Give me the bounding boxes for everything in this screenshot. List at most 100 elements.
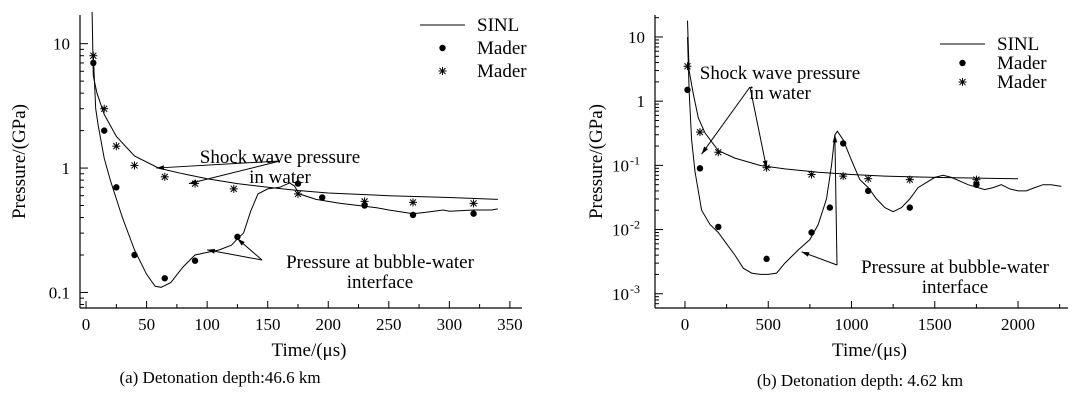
arrow-head	[762, 160, 768, 169]
data-point-star	[864, 174, 873, 183]
star-stroke	[684, 62, 691, 70]
star-stroke	[470, 200, 477, 207]
star-stroke	[112, 142, 120, 150]
data-point-dot	[715, 223, 722, 231]
series-line-2	[687, 36, 1062, 275]
y-tick-label: 10	[612, 221, 629, 240]
annotation-text: Shock wave pressure	[700, 63, 860, 84]
data-point-star	[469, 199, 478, 208]
data-point-star	[839, 172, 848, 181]
star-stroke	[864, 175, 872, 183]
y-tick-label: 10	[612, 285, 629, 304]
annotation-text: interface	[347, 272, 413, 293]
data-point-dot	[696, 165, 704, 172]
star-stroke	[230, 185, 238, 193]
x-tick-label: 100	[194, 315, 220, 334]
data-point-dot	[294, 180, 302, 187]
data-point-dot	[113, 184, 120, 191]
data-point-dot	[318, 194, 326, 201]
annotation-text: Pressure at bubble-water	[861, 257, 1049, 278]
star-stroke	[839, 172, 847, 180]
x-tick-label: 250	[376, 315, 402, 334]
data-point-star	[714, 148, 723, 157]
annotation-arrow	[701, 86, 751, 155]
data-point-dot	[191, 257, 199, 264]
data-point-star	[89, 51, 98, 60]
star-stroke	[131, 162, 138, 169]
legend-star-marker	[958, 78, 967, 86]
star-stroke	[714, 148, 722, 156]
star-stroke	[294, 190, 302, 198]
legend-dot-marker	[959, 59, 966, 67]
star-stroke	[973, 176, 980, 183]
y-tick-label: 10	[628, 28, 645, 47]
data-point-dot	[234, 233, 241, 241]
chart-panel-1: 0 50 100 150 200 250 300 350 0.1 1 10 Time/(μs) Pres…	[9, 11, 527, 387]
data-point-star	[229, 184, 238, 193]
annotation-arrow	[156, 160, 281, 169]
data-point-star	[807, 170, 816, 179]
data-point-star	[112, 142, 121, 151]
series-line-1	[91, 11, 498, 200]
data-point-dot	[973, 181, 980, 188]
star-stroke	[808, 171, 815, 178]
data-point-star	[100, 104, 109, 113]
star-stroke	[161, 173, 169, 181]
x-tick-label: 50	[138, 315, 155, 334]
legend-label: SINL	[477, 15, 519, 36]
data-point-dot	[470, 210, 477, 217]
arrow-head	[701, 146, 709, 155]
x-tick-label: 0	[82, 315, 91, 334]
data-point-dot	[906, 204, 913, 211]
star-stroke	[89, 52, 97, 60]
data-point-dot	[90, 59, 97, 67]
legend-star-marker	[438, 67, 447, 75]
annotation-text: in water	[249, 167, 311, 188]
annotation-text: Shock wave pressure	[200, 147, 360, 168]
arrow-head	[801, 251, 810, 257]
chart-caption: (a) Detonation depth:46.6 km	[119, 368, 320, 387]
legend-label: Mader	[997, 72, 1047, 93]
arrow-head	[207, 248, 216, 254]
y-tick-label: 10	[53, 35, 70, 54]
y-axis-label: Pressure/(GPa)	[586, 104, 607, 219]
y-tick-label: 1	[62, 159, 71, 178]
data-point-dot	[131, 251, 138, 259]
star-stroke	[906, 176, 914, 183]
star-stroke	[696, 128, 704, 136]
x-tick-label: 150	[255, 315, 281, 334]
data-point-dot	[684, 86, 691, 94]
chart-caption: (b) Detonation depth: 4.62 km	[757, 371, 963, 390]
x-axis-label: Time/(μs)	[272, 340, 347, 361]
arrow-head	[832, 134, 838, 143]
annotation-arrow	[834, 134, 838, 266]
legend-label: Mader	[477, 61, 527, 82]
data-point-dot	[839, 140, 847, 147]
annotation-arrow	[207, 249, 263, 261]
x-tick-label: 2000	[1001, 315, 1035, 334]
annotation-text: in water	[749, 83, 811, 104]
data-point-dot	[101, 127, 108, 134]
x-tick-label: 1500	[918, 315, 952, 334]
data-point-dot	[763, 255, 770, 263]
data-point-star	[293, 189, 302, 198]
y-tick-label: 0.1	[49, 283, 70, 302]
data-point-star	[160, 172, 169, 181]
data-point-star	[972, 175, 981, 184]
legend-label: Mader	[477, 38, 527, 59]
arrow-head	[188, 179, 197, 185]
x-tick-label: 200	[315, 315, 341, 334]
star-stroke	[959, 78, 966, 86]
data-point-dot	[864, 187, 872, 195]
data-point-dot	[808, 229, 815, 236]
annotation-text: Pressure at bubble-water	[286, 252, 474, 273]
annotation-arrow	[749, 86, 768, 169]
star-stroke	[361, 197, 368, 205]
legend-label: SINL	[997, 34, 1039, 55]
